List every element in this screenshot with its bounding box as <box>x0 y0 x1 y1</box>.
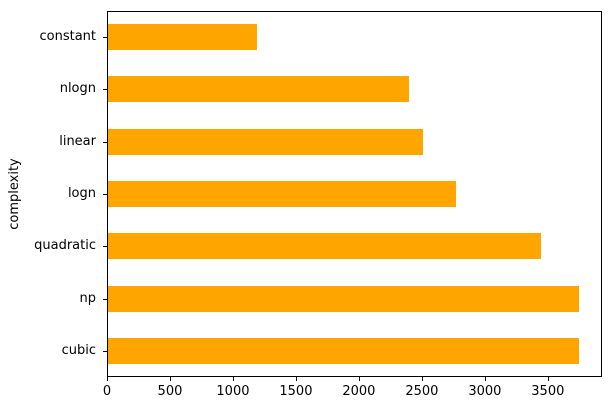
y-tick-label: np <box>79 290 97 306</box>
y-tick-mark <box>103 37 107 39</box>
y-tick-mark <box>103 298 107 300</box>
x-tick-label: 2500 <box>405 384 439 399</box>
x-tick-label: 1500 <box>279 384 313 399</box>
x-tick-label: 0 <box>102 384 112 399</box>
bar-cubic <box>108 337 580 364</box>
y-tick-mark <box>103 194 107 195</box>
y-tick-mark <box>103 141 107 143</box>
y-tick-mark <box>103 350 107 352</box>
bar-quadratic <box>108 233 542 260</box>
x-tick-label: 2000 <box>342 384 376 399</box>
bar-logn <box>108 180 456 208</box>
x-tick-mark <box>484 377 486 381</box>
y-tick-label: linear <box>59 133 96 149</box>
y-tick-label: constant <box>39 29 96 45</box>
bar-constant <box>108 24 257 51</box>
x-tick-label: 1000 <box>216 384 250 399</box>
bar-np <box>108 285 580 312</box>
x-tick-mark <box>358 377 360 381</box>
x-tick-mark <box>169 377 171 381</box>
x-tick-label: 3000 <box>468 384 502 399</box>
y-tick-mark <box>103 246 107 248</box>
y-tick-mark <box>103 89 107 91</box>
y-tick-label: quadratic <box>34 238 96 254</box>
x-tick-mark <box>421 377 423 381</box>
x-tick-mark <box>232 377 234 381</box>
y-tick-label: nlogn <box>59 81 96 97</box>
y-tick-label: logn <box>67 186 96 201</box>
y-tick-label: cubic <box>61 342 96 358</box>
bar-linear <box>108 128 423 155</box>
x-tick-mark <box>295 377 297 381</box>
x-tick-mark <box>107 377 108 381</box>
x-tick-label: 500 <box>157 384 183 399</box>
x-tick-mark <box>547 377 549 381</box>
bar-nlogn <box>108 76 410 103</box>
x-tick-label: 3500 <box>531 384 565 399</box>
